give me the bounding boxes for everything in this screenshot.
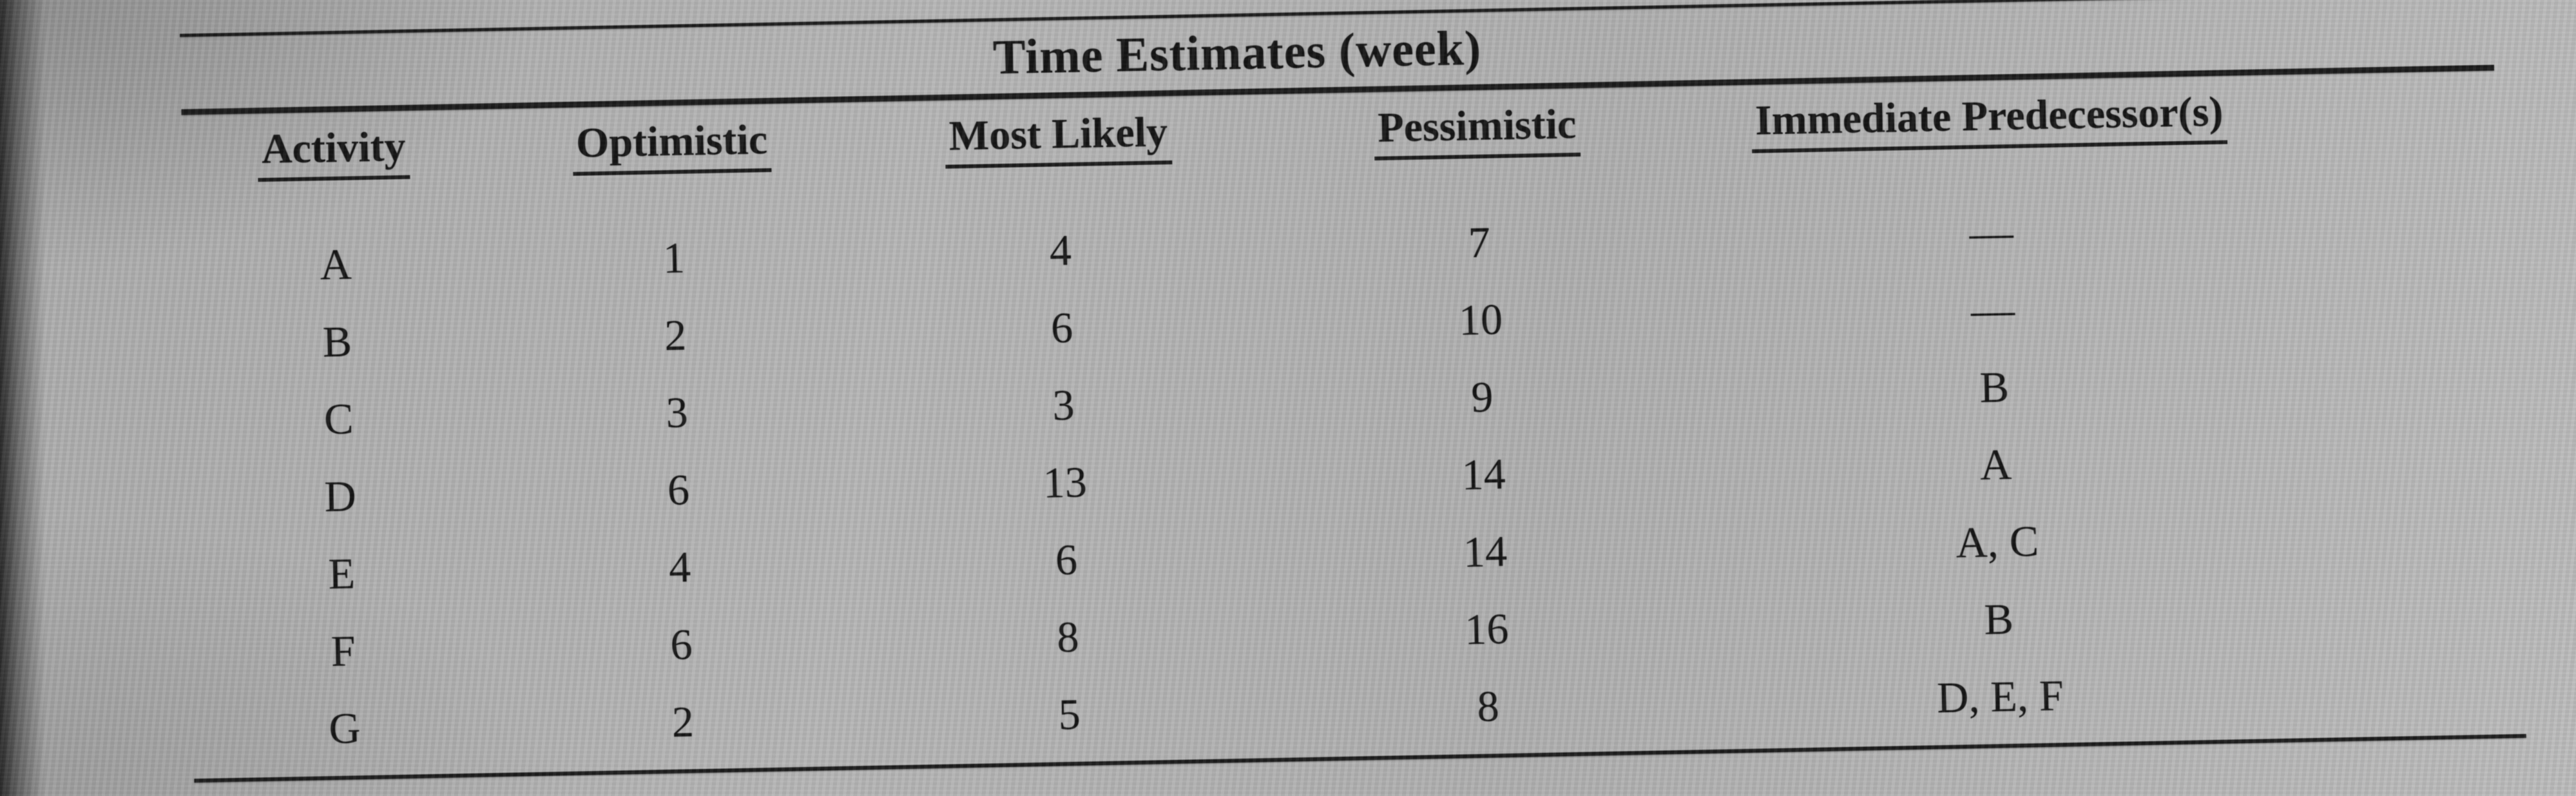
cell-pessimistic: 10 <box>1458 294 1503 344</box>
cell-activity: F <box>330 625 356 675</box>
cell-pessimistic: 8 <box>1476 681 1500 731</box>
cell-most-likely: 4 <box>1049 225 1072 275</box>
column-header-pessimistic: Pessimistic <box>1277 98 1678 196</box>
cell-optimistic: 6 <box>667 464 690 514</box>
table-body: A 1 4 7 — B 2 6 10 — C 3 3 9 B D 6 13 14… <box>164 172 2520 770</box>
cell-predecessors: D, E, F <box>1936 670 2064 722</box>
cell-optimistic: 2 <box>664 309 687 360</box>
column-header-most-likely: Most Likely <box>839 106 1279 204</box>
cell-pessimistic: 14 <box>1463 526 1508 576</box>
cell-pessimistic: 16 <box>1464 603 1509 654</box>
column-header-optimistic: Optimistic <box>504 114 841 211</box>
cell-optimistic: 3 <box>665 387 689 437</box>
cell-activity: D <box>323 471 357 521</box>
cell-optimistic: 6 <box>669 619 693 669</box>
column-header-activity: Activity <box>162 121 506 217</box>
cell-most-likely: 8 <box>1056 612 1080 662</box>
cell-optimistic: 1 <box>662 232 686 282</box>
cell-activity: A <box>319 238 352 289</box>
cell-most-likely: 5 <box>1057 689 1081 739</box>
cell-pessimistic: 7 <box>1468 217 1491 267</box>
time-estimates-table: Time Estimates (week) Activity Optimisti… <box>160 0 2526 783</box>
cell-pessimistic: 14 <box>1461 449 1506 499</box>
cell-activity: C <box>323 393 354 443</box>
cell-most-likely: 3 <box>1052 380 1075 430</box>
cell-most-likely: 13 <box>1043 457 1088 507</box>
cell-activity: E <box>327 548 356 598</box>
cell-most-likely: 6 <box>1050 302 1073 353</box>
column-header-immediate-predecessors: Immediate Predecessor(s) <box>1677 82 2509 188</box>
cell-optimistic: 4 <box>668 541 691 592</box>
cell-most-likely: 6 <box>1055 534 1078 585</box>
cell-optimistic: 2 <box>671 696 695 746</box>
cell-activity: B <box>322 316 352 366</box>
cell-pessimistic: 9 <box>1470 371 1494 422</box>
cell-activity: G <box>328 703 361 753</box>
